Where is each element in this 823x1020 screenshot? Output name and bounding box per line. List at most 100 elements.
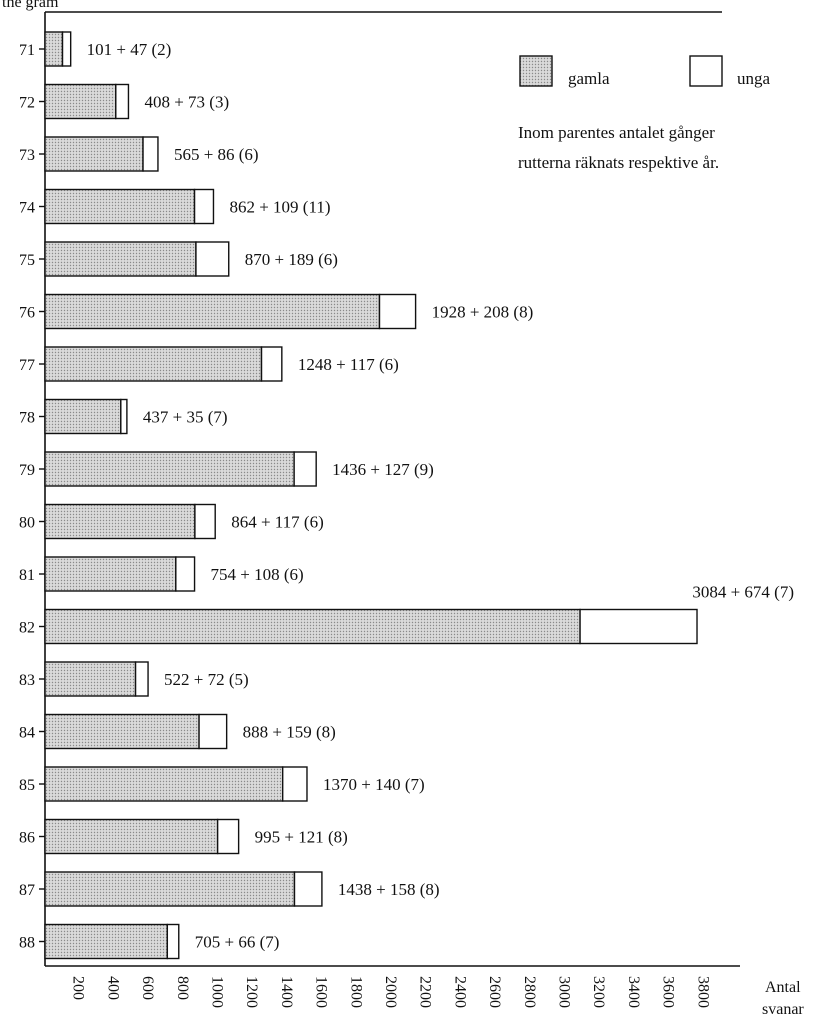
x-tick-label: 1200 <box>243 976 260 1008</box>
x-ticks: 200 400 600 800 1000 1200 1400 1600 1800 2000 2200… <box>70 976 712 1008</box>
x-tick-label: 3000 <box>556 976 573 1008</box>
bar-label: 1436 + 127 (9) <box>332 460 434 479</box>
y-tick-label: 86 <box>19 830 35 847</box>
x-tick-label: 400 <box>104 976 121 1000</box>
bar-gamla <box>44 713 200 750</box>
bar-gamla <box>44 503 196 540</box>
bar-unga <box>579 608 698 645</box>
bar-label: 1248 + 117 (6) <box>298 355 399 374</box>
bar-unga <box>378 293 417 330</box>
bar-label: 522 + 72 (5) <box>164 670 249 689</box>
y-tick-label: 80 <box>19 515 35 532</box>
bar-gamla <box>44 83 117 120</box>
y-tick-label: 79 <box>19 462 35 479</box>
x-tick-label: 2400 <box>451 976 468 1008</box>
bar-gamla <box>44 31 64 67</box>
y-tick-label: 76 <box>19 305 35 322</box>
x-tick-label: 1800 <box>347 976 364 1008</box>
bar-unga <box>194 503 216 540</box>
x-axis-label-line-1: Antal <box>765 979 801 996</box>
bar-gamla <box>44 293 381 330</box>
bar-labels: 101 + 47 (2) 408 + 73 (3) 565 + 86 (6) 862 … <box>87 40 794 952</box>
bar-gamla <box>44 871 296 907</box>
bar-unga <box>166 923 180 960</box>
y-tick-label: 73 <box>19 147 35 164</box>
y-tick-label: 81 <box>19 567 35 584</box>
x-tick-label: 3200 <box>590 976 607 1008</box>
x-tick-label: 1600 <box>313 976 330 1008</box>
bar-label: 870 + 189 (6) <box>245 250 338 269</box>
y-tick-label: 83 <box>19 672 35 689</box>
y-tick-label: 78 <box>19 410 35 427</box>
x-tick-label: 800 <box>174 976 191 1000</box>
x-tick-label: 2600 <box>486 976 503 1008</box>
bar-unga <box>175 556 196 592</box>
bars <box>44 31 698 960</box>
x-tick-label: 3800 <box>694 976 711 1008</box>
bar-label: 101 + 47 (2) <box>87 40 172 59</box>
x-tick-label: 3600 <box>660 976 677 1008</box>
bar-label: 754 + 108 (6) <box>211 565 304 584</box>
bar-label: 1928 + 208 (8) <box>432 303 534 322</box>
bar-gamla <box>44 818 219 855</box>
bar-unga <box>115 83 130 120</box>
bar-gamla <box>44 136 144 172</box>
bar-label: 995 + 121 (8) <box>255 828 348 847</box>
x-tick-label: 2000 <box>382 976 399 1008</box>
bar-gamla <box>44 923 169 960</box>
legend-note-line-1: Inom parentes antalet gånger <box>518 123 715 142</box>
bar-unga <box>281 766 308 802</box>
legend-label-gamla: gamla <box>568 69 610 88</box>
y-tick-label: 75 <box>19 252 35 269</box>
bar-gamla <box>44 608 581 645</box>
bar-label: 705 + 66 (7) <box>195 933 280 952</box>
bar-gamla <box>44 188 196 225</box>
bar-unga <box>198 713 228 750</box>
bar-label: 888 + 159 (8) <box>243 723 336 742</box>
y-tick-label: 71 <box>19 42 35 59</box>
y-tick-label: 88 <box>19 935 35 952</box>
bar-unga <box>61 31 72 67</box>
x-tick-label: 1000 <box>209 976 226 1008</box>
bar-unga <box>142 136 159 172</box>
bar-unga <box>134 661 149 697</box>
top-left-text: the gram <box>2 0 59 11</box>
legend-label-unga: unga <box>737 69 771 88</box>
axes: 71 72 73 74 75 76 77 78 79 80 81 82 83 84 85 86 87 88 <box>19 11 740 967</box>
bar-label: 862 + 109 (11) <box>229 198 330 217</box>
y-tick-label: 82 <box>19 620 35 637</box>
y-tick-label: 74 <box>19 200 35 217</box>
x-axis-label-line-2: svanar <box>762 1001 804 1018</box>
bar-gamla <box>44 661 137 697</box>
legend-swatch-unga <box>689 55 723 87</box>
bar-gamla <box>44 451 295 487</box>
x-tick-label: 3400 <box>625 976 642 1008</box>
bar-label: 408 + 73 (3) <box>144 93 229 112</box>
bar-unga <box>195 241 230 277</box>
bar-gamla <box>44 398 122 435</box>
x-tick-label: 1400 <box>278 976 295 1008</box>
y-tick-label: 85 <box>19 777 35 794</box>
bar-gamla <box>44 556 177 592</box>
bar-gamla <box>44 241 197 277</box>
bar-unga <box>193 188 215 225</box>
legend-note-line-2: rutterna räknats respektive år. <box>518 153 719 172</box>
bar-gamla <box>44 346 263 382</box>
bar-label: 437 + 35 (7) <box>143 408 228 427</box>
x-tick-label: 2200 <box>417 976 434 1008</box>
y-tick-label: 77 <box>19 357 35 374</box>
legend: gamla unga Inom parentes antalet gånger … <box>518 55 771 172</box>
bar-label: 1370 + 140 (7) <box>323 775 425 794</box>
bar-unga <box>120 398 128 435</box>
y-tick-label: 72 <box>19 95 35 112</box>
bar-label: 864 + 117 (6) <box>231 513 324 532</box>
bar-gamla <box>44 766 284 802</box>
bar-label: 3084 + 674 (7) <box>692 583 794 602</box>
legend-swatch-gamla <box>519 55 553 87</box>
bar-label: 565 + 86 (6) <box>174 145 259 164</box>
bar-unga <box>293 871 323 907</box>
x-tick-label: 2800 <box>521 976 538 1008</box>
bar-label: 1438 + 158 (8) <box>338 880 440 899</box>
y-tick-label: 84 <box>19 725 35 742</box>
